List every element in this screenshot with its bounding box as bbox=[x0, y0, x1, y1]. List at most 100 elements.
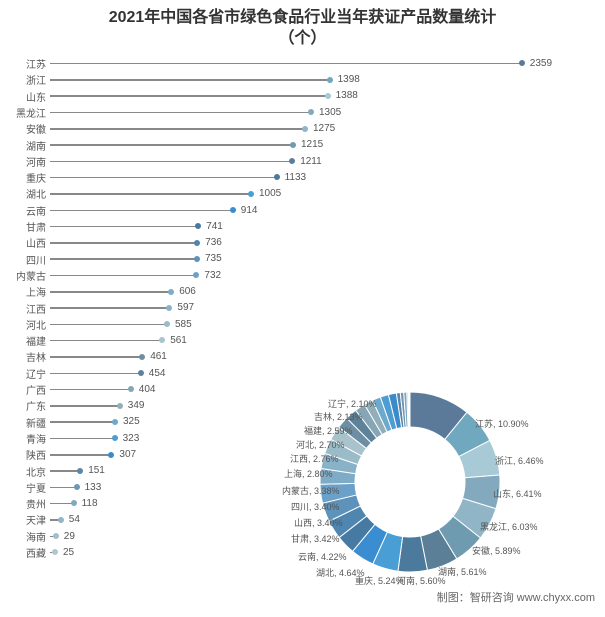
value-label: 606 bbox=[179, 286, 196, 297]
lollipop-marker bbox=[112, 419, 118, 425]
y-axis-label: 吉林 bbox=[0, 349, 50, 364]
y-axis-label: 云南 bbox=[0, 203, 50, 218]
y-axis-label: 上海 bbox=[0, 284, 50, 299]
value-label: 561 bbox=[170, 335, 187, 346]
lollipop-marker bbox=[289, 158, 295, 164]
value-label: 404 bbox=[139, 384, 156, 395]
data-row: 重庆1133 bbox=[0, 170, 277, 186]
lollipop-marker bbox=[248, 191, 254, 197]
lollipop-marker bbox=[193, 272, 199, 278]
value-label: 597 bbox=[177, 302, 194, 313]
data-row: 湖北1005 bbox=[0, 186, 251, 202]
y-axis-label: 山东 bbox=[0, 89, 50, 104]
lollipop-line: 735 bbox=[50, 258, 197, 260]
data-row: 甘肃741 bbox=[0, 219, 198, 235]
donut-slice-label: 江苏, 10.90% bbox=[475, 417, 529, 430]
lollipop-line: 1305 bbox=[50, 112, 311, 114]
y-axis-label: 青海 bbox=[0, 431, 50, 446]
lollipop-marker bbox=[168, 289, 174, 295]
lollipop-line: 597 bbox=[50, 307, 169, 309]
lollipop-line: 741 bbox=[50, 226, 198, 228]
data-row: 江苏2359 bbox=[0, 56, 522, 72]
data-row: 宁夏133 bbox=[0, 479, 77, 495]
lollipop-line: 151 bbox=[50, 470, 80, 472]
data-row: 新疆325 bbox=[0, 414, 115, 430]
lollipop-line: 25 bbox=[50, 552, 55, 554]
value-label: 1275 bbox=[313, 123, 335, 134]
credit-text: 制图：智研咨询 www.chyxx.com bbox=[437, 589, 595, 605]
y-axis-label: 福建 bbox=[0, 333, 50, 348]
y-axis-label: 甘肃 bbox=[0, 219, 50, 234]
lollipop-line: 454 bbox=[50, 373, 141, 375]
y-axis-label: 四川 bbox=[0, 252, 50, 267]
data-row: 黑龙江1305 bbox=[0, 104, 311, 120]
lollipop-marker bbox=[519, 60, 525, 66]
lollipop-marker bbox=[166, 305, 172, 311]
lollipop-marker bbox=[77, 468, 83, 474]
data-row: 吉林461 bbox=[0, 349, 142, 365]
y-axis-label: 新疆 bbox=[0, 415, 50, 430]
data-row: 广西404 bbox=[0, 382, 131, 398]
y-axis-label: 浙江 bbox=[0, 72, 50, 87]
donut-slice-label: 山东, 6.41% bbox=[493, 487, 542, 500]
lollipop-line: 1275 bbox=[50, 128, 305, 130]
lollipop-marker bbox=[112, 435, 118, 441]
data-row: 天津54 bbox=[0, 512, 61, 528]
donut-slice-label: 上海, 2.80% bbox=[284, 467, 333, 480]
data-row: 福建561 bbox=[0, 333, 162, 349]
lollipop-marker bbox=[53, 533, 59, 539]
lollipop-marker bbox=[139, 354, 145, 360]
y-axis-label: 广东 bbox=[0, 398, 50, 413]
title-line1: 2021年中国各省市绿色食品行业当年获证产品数量统计 bbox=[109, 9, 497, 26]
value-label: 1211 bbox=[300, 156, 322, 167]
value-label: 25 bbox=[63, 547, 74, 558]
lollipop-marker bbox=[302, 126, 308, 132]
data-row: 内蒙古732 bbox=[0, 267, 196, 283]
lollipop-line: 323 bbox=[50, 438, 115, 440]
y-axis-label: 河北 bbox=[0, 317, 50, 332]
y-axis-label: 内蒙古 bbox=[0, 268, 50, 283]
lollipop-line: 349 bbox=[50, 405, 120, 407]
data-row: 河南1211 bbox=[0, 153, 292, 169]
value-label: 1005 bbox=[259, 188, 281, 199]
donut-slice-label: 山西, 3.40% bbox=[294, 516, 343, 529]
donut-slice-label: 江西, 2.76% bbox=[290, 452, 339, 465]
donut-slice bbox=[409, 392, 410, 427]
lollipop-line: 1005 bbox=[50, 193, 251, 195]
data-row: 北京151 bbox=[0, 463, 80, 479]
lollipop-line: 1133 bbox=[50, 177, 277, 179]
donut-slice-label: 云南, 4.22% bbox=[298, 550, 347, 563]
value-label: 1398 bbox=[338, 74, 360, 85]
donut-slice-label: 福建, 2.59% bbox=[304, 424, 353, 437]
lollipop-marker bbox=[74, 484, 80, 490]
lollipop-line: 118 bbox=[50, 503, 74, 505]
lollipop-marker bbox=[159, 337, 165, 343]
y-axis-label: 山西 bbox=[0, 235, 50, 250]
y-axis-label: 辽宁 bbox=[0, 366, 50, 381]
lollipop-marker bbox=[230, 207, 236, 213]
lollipop-line: 404 bbox=[50, 389, 131, 391]
data-row: 陕西307 bbox=[0, 447, 111, 463]
y-axis-label: 广西 bbox=[0, 382, 50, 397]
lollipop-line: 1398 bbox=[50, 79, 330, 81]
value-label: 349 bbox=[128, 400, 145, 411]
donut-slice-label: 甘肃, 3.42% bbox=[291, 532, 340, 545]
lollipop-line: 2359 bbox=[50, 63, 522, 65]
lollipop-marker bbox=[138, 370, 144, 376]
value-label: 2359 bbox=[530, 58, 552, 69]
value-label: 54 bbox=[69, 514, 80, 525]
lollipop-line: 325 bbox=[50, 421, 115, 423]
value-label: 1133 bbox=[285, 172, 307, 183]
lollipop-line: 561 bbox=[50, 340, 162, 342]
donut-slice-label: 吉林, 2.13% bbox=[314, 410, 363, 423]
lollipop-marker bbox=[274, 174, 280, 180]
data-row: 江西597 bbox=[0, 300, 169, 316]
data-row: 湖南1215 bbox=[0, 137, 293, 153]
lollipop-marker bbox=[117, 403, 123, 409]
value-label: 732 bbox=[204, 270, 221, 281]
value-label: 735 bbox=[205, 253, 222, 264]
lollipop-marker bbox=[128, 386, 134, 392]
y-axis-label: 湖南 bbox=[0, 138, 50, 153]
donut-slice-label: 黑龙江, 6.03% bbox=[480, 520, 538, 533]
lollipop-line: 606 bbox=[50, 291, 171, 293]
